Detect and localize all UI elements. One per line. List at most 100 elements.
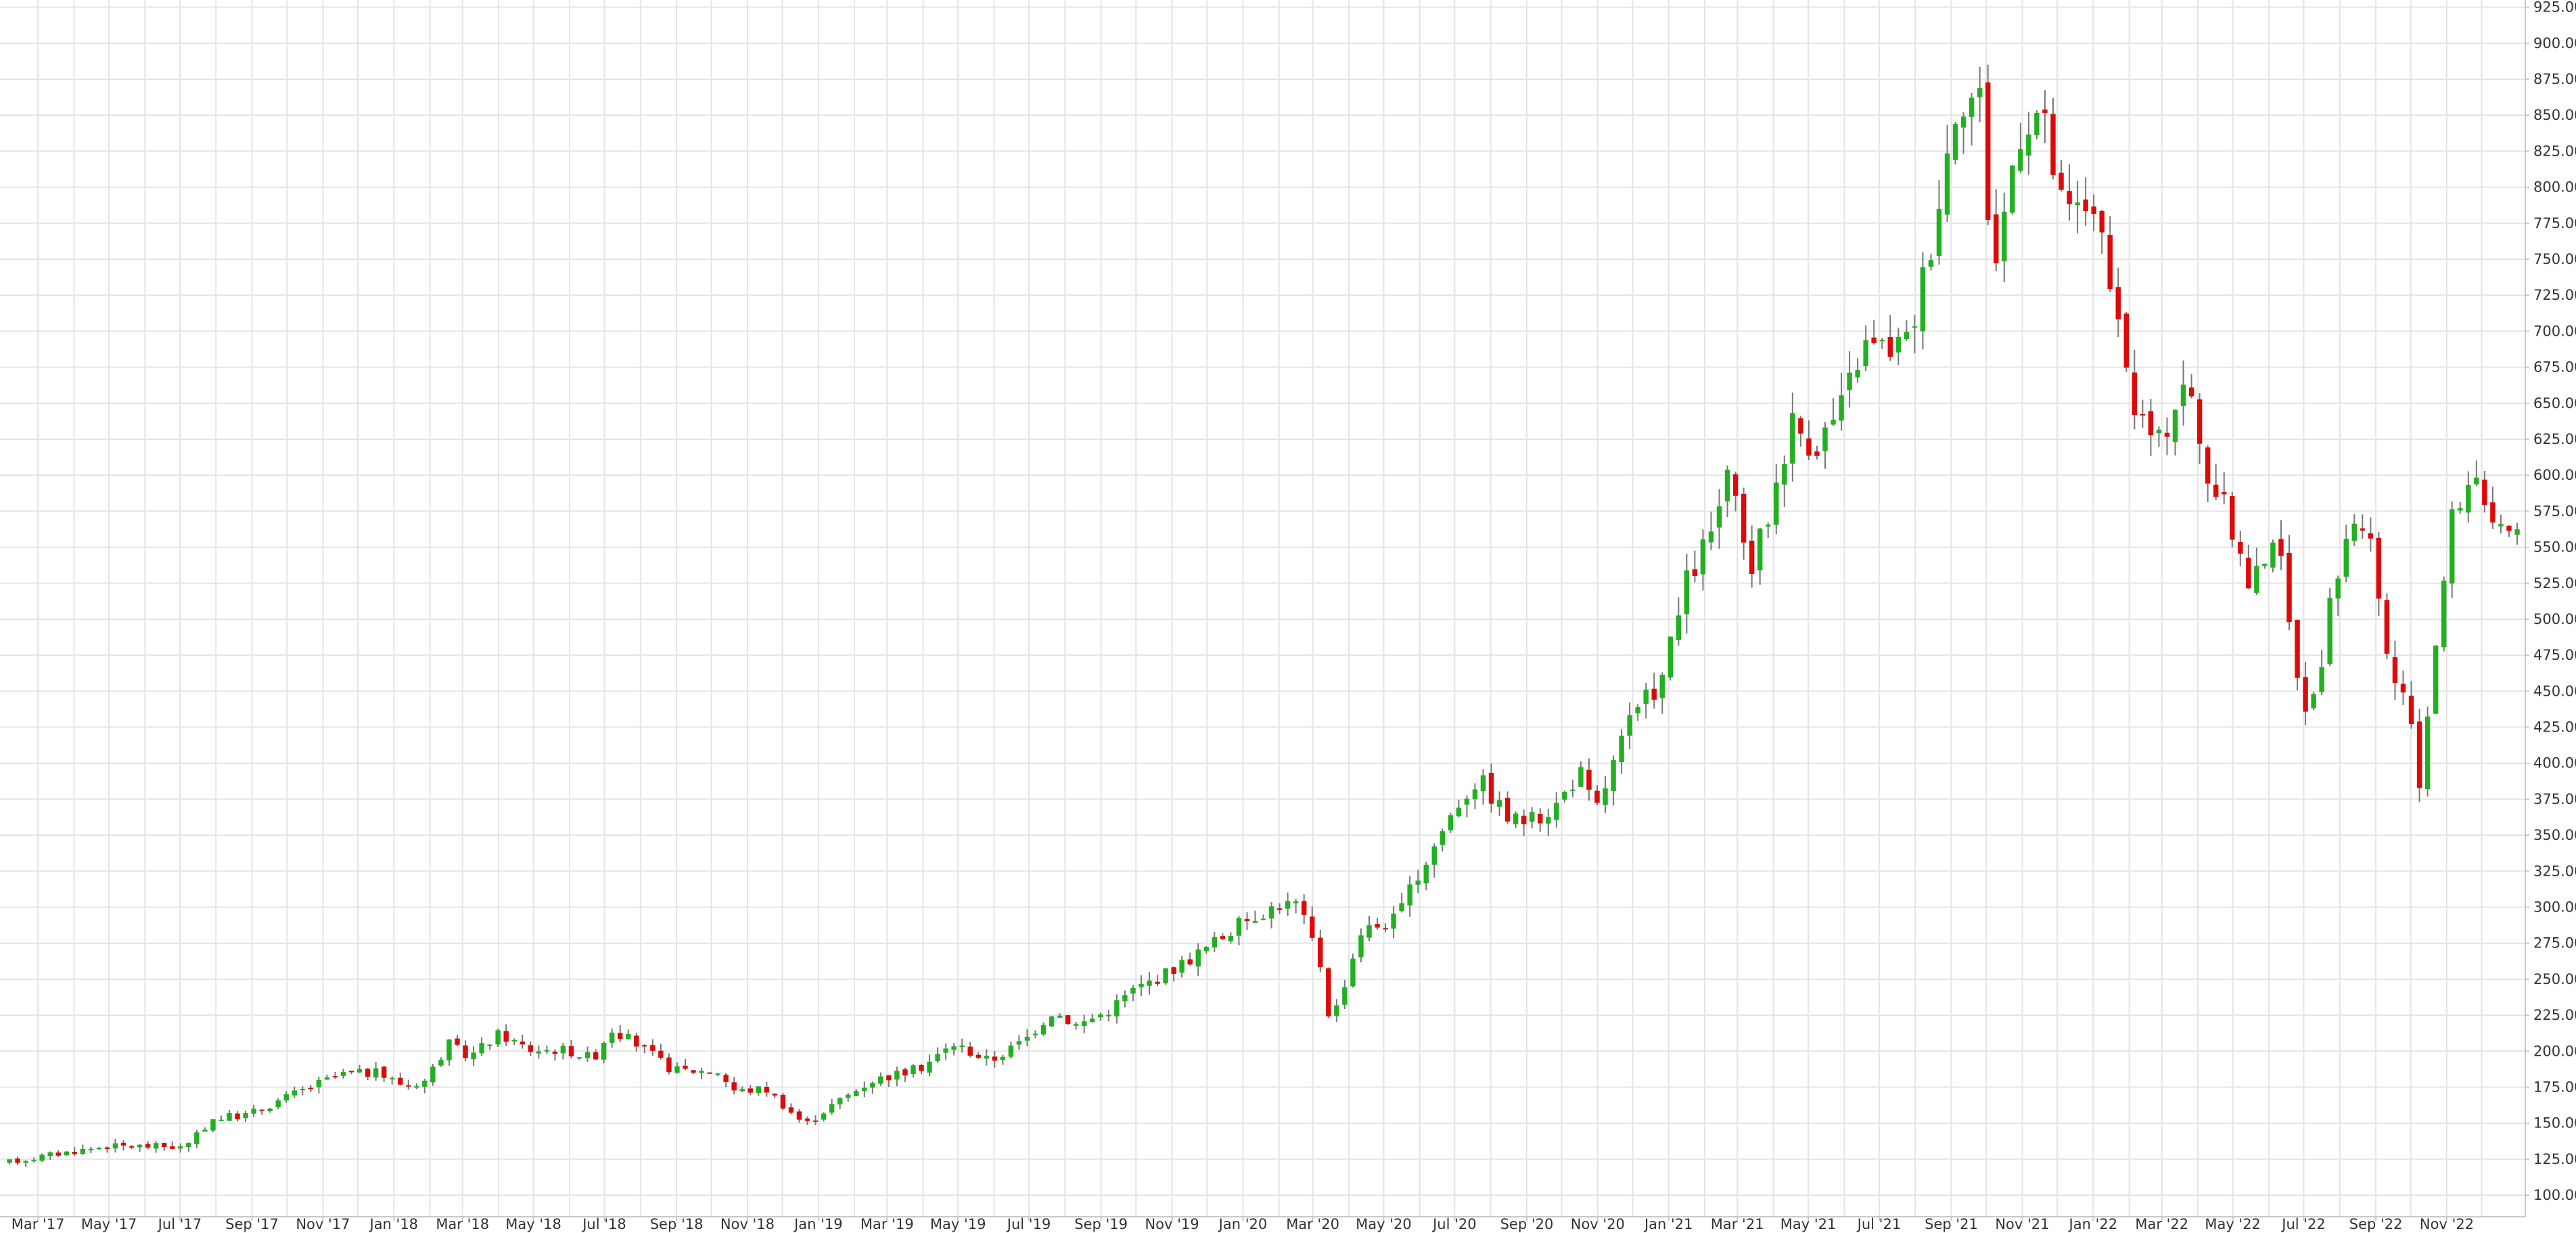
candle-down [796, 1111, 802, 1120]
candle-up [2002, 211, 2007, 262]
y-tick-label: 100.00 [2533, 1187, 2576, 1203]
candle-up [2319, 667, 2324, 692]
candle-up [1619, 736, 1624, 763]
candle-down [1375, 924, 1380, 928]
candle-down [1171, 967, 1176, 974]
candle-up [2010, 165, 2015, 213]
candle-up [1024, 1037, 1030, 1041]
candle-up [1603, 788, 1608, 805]
candle-up [1163, 968, 1168, 984]
candle-down [365, 1069, 371, 1077]
y-tick-label: 500.00 [2533, 611, 2576, 627]
candle-up [1195, 949, 1201, 967]
candle-down [1318, 937, 1323, 968]
candle-down [1871, 337, 1877, 343]
candle-up [1757, 529, 1763, 570]
candle-up [1431, 846, 1437, 865]
candle-down [2083, 199, 2088, 212]
candle-up [243, 1113, 248, 1119]
y-tick-label: 850.00 [2533, 107, 2576, 123]
candle-down [2384, 600, 2390, 654]
candle-down [2115, 287, 2121, 319]
x-tick-label: Sep '22 [2349, 1216, 2403, 1232]
candle-up [1839, 395, 1844, 421]
x-tick-label: Nov '18 [720, 1216, 775, 1232]
candle-up [251, 1108, 256, 1114]
candle-down [2107, 235, 2113, 290]
candle-up [218, 1119, 224, 1121]
candle-up [544, 1050, 550, 1052]
candle-down [593, 1052, 599, 1060]
candle-up [1782, 464, 1787, 485]
candle-up [1529, 812, 1535, 822]
candle-up [47, 1152, 53, 1157]
candle-down [902, 1069, 908, 1076]
candle-up [1203, 947, 1209, 951]
y-tick-label: 700.00 [2533, 323, 2576, 339]
candle-up [829, 1104, 835, 1113]
candle-down [2368, 533, 2374, 539]
candle-up [927, 1061, 932, 1073]
candle-up [1049, 1016, 1055, 1027]
candle-down [2091, 206, 2096, 215]
candle-up [1847, 372, 1852, 390]
candle-up [300, 1089, 306, 1091]
candle-down [1806, 438, 1812, 456]
candle-up [1293, 901, 1299, 903]
candle-down [1326, 968, 1331, 1016]
candle-up [2441, 581, 2447, 648]
x-tick-label: Jul '21 [1856, 1216, 1902, 1232]
candle-up [96, 1148, 102, 1150]
candle-up [1912, 326, 1918, 328]
candle-down [634, 1035, 639, 1047]
candle-down [503, 1031, 509, 1042]
candle-down [463, 1045, 468, 1058]
y-tick-label: 525.00 [2533, 575, 2576, 591]
candle-down [1244, 918, 1250, 922]
candle-down [2238, 541, 2243, 554]
y-tick-label: 550.00 [2533, 539, 2576, 556]
candle-up [1724, 470, 1730, 501]
candle-down [552, 1051, 558, 1054]
gridlines [0, 0, 2525, 1217]
candle-down [1187, 959, 1193, 965]
candle-up [1643, 690, 1649, 704]
candle-up [7, 1159, 12, 1163]
candle-down [1301, 901, 1307, 915]
candle-up [1147, 980, 1152, 986]
y-tick-label: 225.00 [2533, 1007, 2576, 1023]
candle-up [1090, 1018, 1095, 1023]
candle-up [1098, 1014, 1103, 1018]
candle-up [194, 1132, 200, 1144]
candle-up [1480, 775, 1486, 792]
candle-down [975, 1054, 981, 1058]
candle-up [324, 1077, 330, 1080]
candle-up [1944, 153, 1950, 215]
candle-up [951, 1046, 957, 1050]
candle-up [2270, 542, 2276, 568]
candle-down [2067, 191, 2072, 204]
candle-up [1659, 675, 1665, 698]
candle-down [2303, 677, 2308, 712]
candle-up [1952, 124, 1958, 160]
candle-up [911, 1065, 916, 1074]
y-tick-label: 200.00 [2533, 1043, 2576, 1059]
x-tick-label: Mar '19 [860, 1216, 914, 1232]
y-axis-ticks: 100.00 125.00 150.00 175.00 200.00 225.00 250.… [2525, 0, 2576, 1203]
candle-up [1448, 815, 1454, 831]
candle-up [1057, 1015, 1063, 1018]
candle-up [438, 1060, 444, 1066]
candle-down [2376, 537, 2382, 599]
candle-up [894, 1071, 900, 1080]
candle-down [617, 1033, 623, 1039]
candle-up [2474, 477, 2479, 485]
candle-up [756, 1086, 762, 1094]
x-tick-label: Mar '18 [436, 1216, 489, 1232]
candle-up [202, 1129, 208, 1132]
candle-down [104, 1147, 110, 1150]
candle-up [1562, 792, 1567, 800]
candle-up [2335, 578, 2341, 599]
candle-up [186, 1143, 191, 1148]
candle-down [15, 1158, 20, 1163]
candle-up [1578, 767, 1584, 787]
